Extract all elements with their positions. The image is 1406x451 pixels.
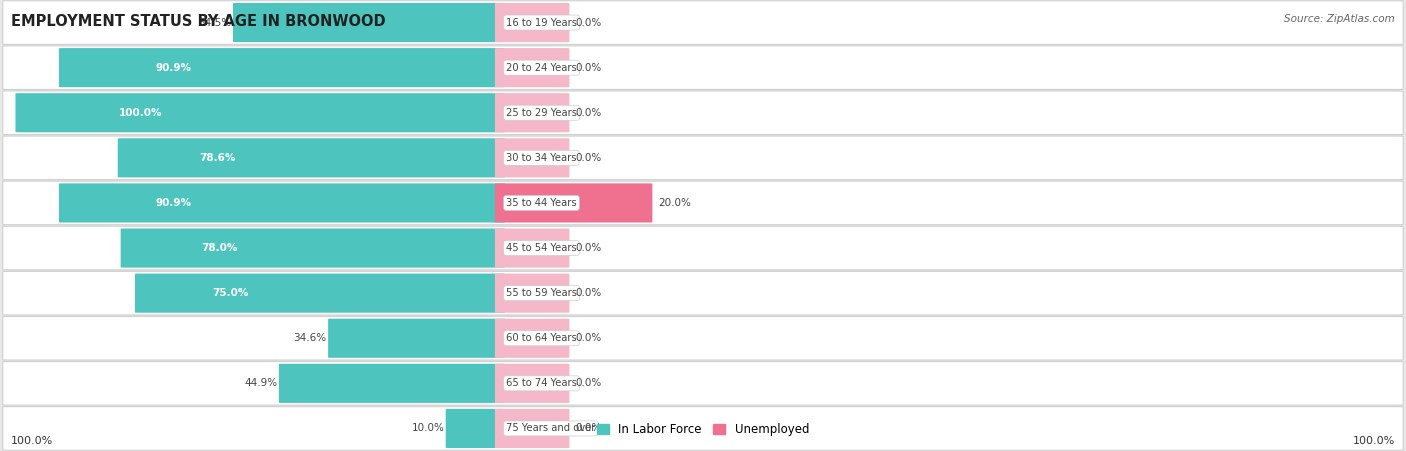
Text: 0.0%: 0.0% bbox=[575, 378, 602, 388]
Text: 30 to 34 Years: 30 to 34 Years bbox=[506, 153, 576, 163]
FancyBboxPatch shape bbox=[3, 136, 1403, 179]
FancyBboxPatch shape bbox=[278, 364, 505, 403]
Text: 45 to 54 Years: 45 to 54 Years bbox=[506, 243, 576, 253]
FancyBboxPatch shape bbox=[3, 1, 1403, 44]
Text: 0.0%: 0.0% bbox=[575, 63, 602, 73]
FancyBboxPatch shape bbox=[495, 3, 569, 42]
FancyBboxPatch shape bbox=[3, 272, 1403, 315]
FancyBboxPatch shape bbox=[495, 138, 569, 177]
FancyBboxPatch shape bbox=[3, 317, 1403, 360]
Text: 0.0%: 0.0% bbox=[575, 108, 602, 118]
FancyBboxPatch shape bbox=[3, 226, 1403, 270]
FancyBboxPatch shape bbox=[15, 93, 505, 132]
FancyBboxPatch shape bbox=[495, 319, 569, 358]
FancyBboxPatch shape bbox=[121, 229, 505, 267]
FancyBboxPatch shape bbox=[495, 409, 569, 448]
Text: 0.0%: 0.0% bbox=[575, 18, 602, 28]
Text: 0.0%: 0.0% bbox=[575, 423, 602, 433]
Text: 0.0%: 0.0% bbox=[575, 153, 602, 163]
Text: 78.6%: 78.6% bbox=[200, 153, 236, 163]
FancyBboxPatch shape bbox=[233, 3, 505, 42]
FancyBboxPatch shape bbox=[495, 274, 569, 313]
Text: 0.0%: 0.0% bbox=[575, 243, 602, 253]
Text: 25 to 29 Years: 25 to 29 Years bbox=[506, 108, 576, 118]
Text: 100.0%: 100.0% bbox=[120, 108, 162, 118]
Text: 44.9%: 44.9% bbox=[245, 378, 277, 388]
Text: 20 to 24 Years: 20 to 24 Years bbox=[506, 63, 576, 73]
FancyBboxPatch shape bbox=[3, 181, 1403, 225]
Text: 65 to 74 Years: 65 to 74 Years bbox=[506, 378, 576, 388]
FancyBboxPatch shape bbox=[495, 229, 569, 267]
Text: EMPLOYMENT STATUS BY AGE IN BRONWOOD: EMPLOYMENT STATUS BY AGE IN BRONWOOD bbox=[11, 14, 385, 28]
Legend: In Labor Force, Unemployed: In Labor Force, Unemployed bbox=[592, 418, 814, 441]
Text: 78.0%: 78.0% bbox=[201, 243, 238, 253]
FancyBboxPatch shape bbox=[59, 184, 505, 222]
Text: 35 to 44 Years: 35 to 44 Years bbox=[506, 198, 576, 208]
FancyBboxPatch shape bbox=[118, 138, 505, 177]
FancyBboxPatch shape bbox=[59, 48, 505, 87]
FancyBboxPatch shape bbox=[135, 274, 505, 313]
Text: 90.9%: 90.9% bbox=[155, 63, 191, 73]
Text: 100.0%: 100.0% bbox=[1353, 437, 1395, 446]
Text: 0.0%: 0.0% bbox=[575, 288, 602, 298]
Text: 34.6%: 34.6% bbox=[294, 333, 326, 343]
FancyBboxPatch shape bbox=[495, 48, 569, 87]
Text: 90.9%: 90.9% bbox=[155, 198, 191, 208]
Text: 20.0%: 20.0% bbox=[658, 198, 690, 208]
Text: 75.0%: 75.0% bbox=[212, 288, 249, 298]
Text: 0.0%: 0.0% bbox=[575, 333, 602, 343]
Text: 16 to 19 Years: 16 to 19 Years bbox=[506, 18, 576, 28]
Text: 10.0%: 10.0% bbox=[412, 423, 444, 433]
Text: 60 to 64 Years: 60 to 64 Years bbox=[506, 333, 576, 343]
Text: 54.5%: 54.5% bbox=[198, 18, 232, 28]
FancyBboxPatch shape bbox=[495, 93, 569, 132]
FancyBboxPatch shape bbox=[3, 91, 1403, 134]
FancyBboxPatch shape bbox=[3, 46, 1403, 89]
Text: 100.0%: 100.0% bbox=[11, 437, 53, 446]
FancyBboxPatch shape bbox=[446, 409, 505, 448]
FancyBboxPatch shape bbox=[3, 407, 1403, 450]
FancyBboxPatch shape bbox=[3, 362, 1403, 405]
FancyBboxPatch shape bbox=[328, 319, 505, 358]
Text: 55 to 59 Years: 55 to 59 Years bbox=[506, 288, 576, 298]
FancyBboxPatch shape bbox=[495, 184, 652, 222]
Text: Source: ZipAtlas.com: Source: ZipAtlas.com bbox=[1284, 14, 1395, 23]
Text: 75 Years and over: 75 Years and over bbox=[506, 423, 596, 433]
FancyBboxPatch shape bbox=[495, 364, 569, 403]
